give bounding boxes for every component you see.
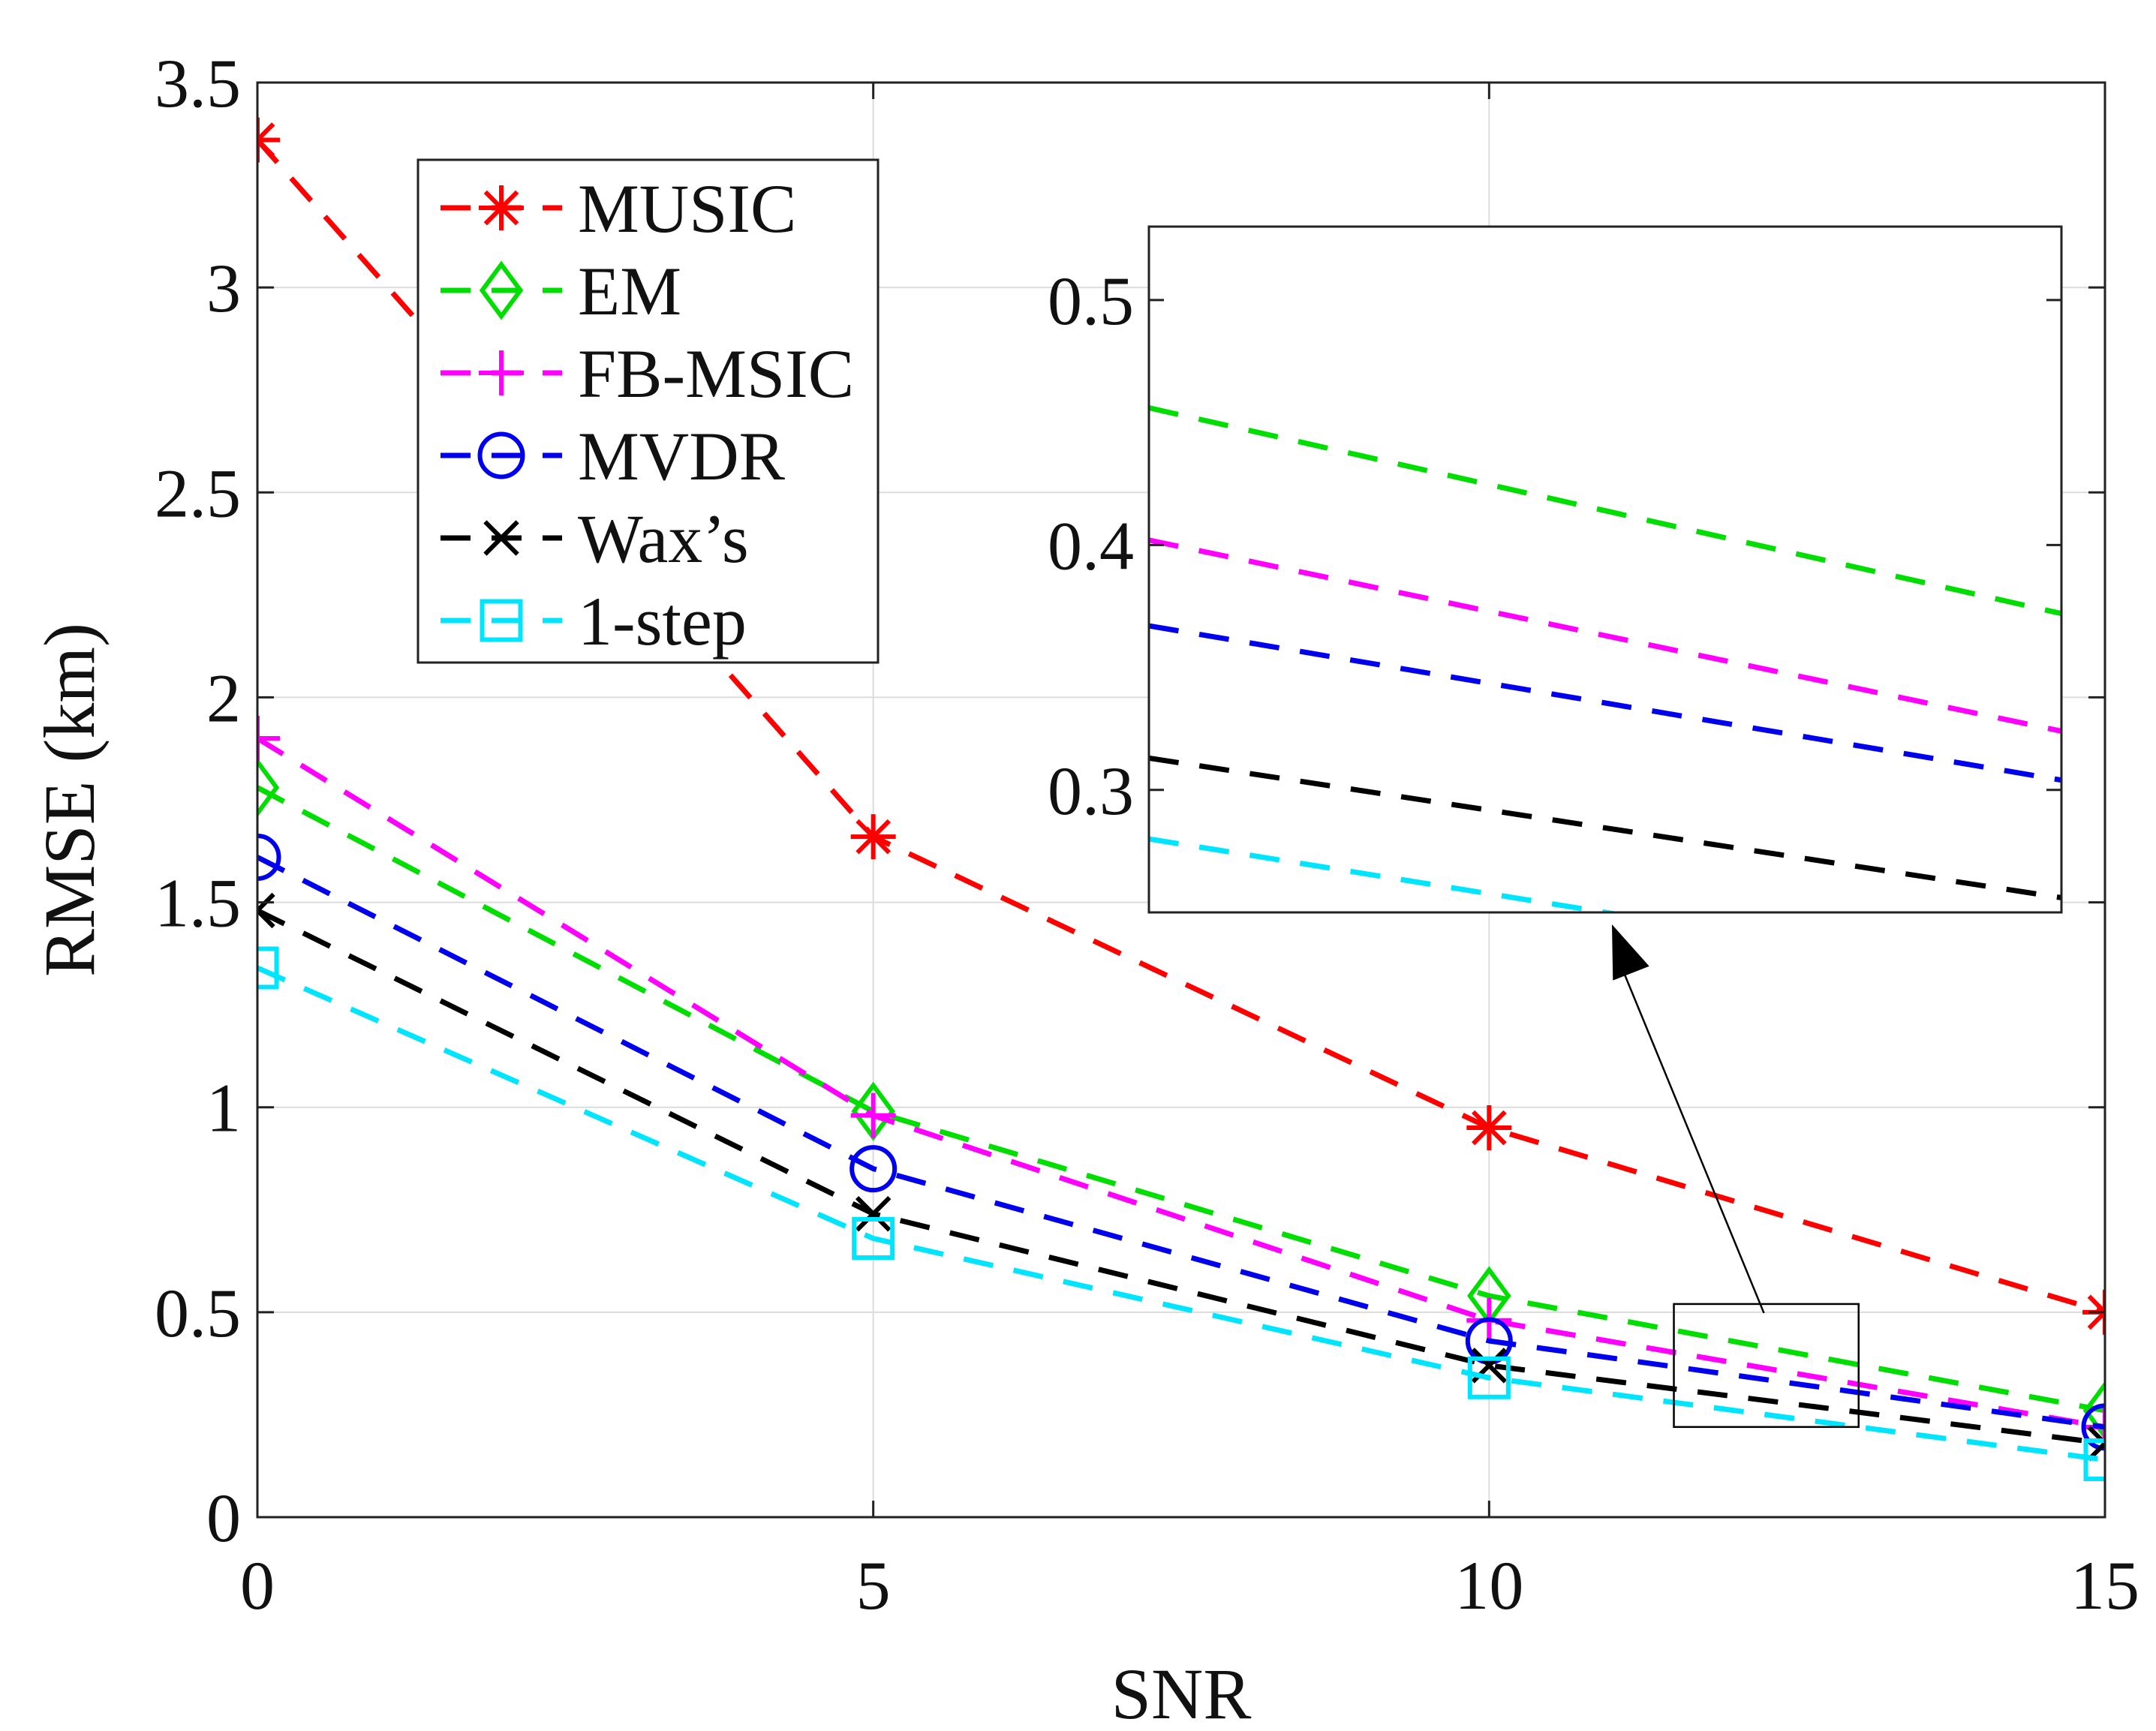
- cross-marker: [855, 1196, 892, 1232]
- asterisk-stroke: [2087, 1309, 2105, 1330]
- legend-entry: EM: [441, 253, 681, 329]
- inset-series-layer: [1149, 405, 2061, 912]
- asterisk-stroke: [483, 190, 519, 226]
- x-tick-label: 0: [240, 1547, 275, 1624]
- asterisk-marker: [1466, 1105, 1512, 1151]
- cross-stroke: [2087, 1425, 2105, 1447]
- legend-entry: MVDR: [441, 418, 786, 494]
- x-tick-label: 15: [2070, 1547, 2139, 1624]
- y-tick-label: 0: [206, 1480, 241, 1556]
- cross-marker: [2087, 1425, 2105, 1462]
- legend-entry: Wax’s: [441, 500, 749, 577]
- legend-entry: MUSIC: [441, 170, 796, 247]
- circle-marker: [849, 1145, 898, 1193]
- y-tick-label: 1: [206, 1070, 241, 1146]
- y-tick-label: 3: [206, 250, 241, 326]
- inset-axis-ticks: 0.3 0.4 0.5: [1048, 263, 2061, 829]
- inset-frame: [1147, 225, 2063, 914]
- cross-marker: [483, 520, 519, 556]
- asterisk-stroke: [257, 137, 275, 158]
- y-tick-label: 0.5: [155, 1275, 241, 1351]
- series-mvdr: [257, 833, 2105, 1451]
- x-axis-label: SNR: [1111, 1654, 1252, 1731]
- inset-y-tick-label: 0.5: [1048, 263, 1134, 339]
- inset-y-tick-label: 0.4: [1048, 507, 1134, 584]
- plus-marker: [479, 350, 524, 395]
- circle-marker: [2081, 1403, 2105, 1451]
- y-tick-label: 2: [206, 660, 241, 736]
- square-marker: [852, 1217, 895, 1261]
- zoom-arrow-line: [1616, 957, 1765, 1314]
- inset-series-line: [1149, 836, 1622, 912]
- diamond-marker: [257, 758, 280, 818]
- cross-stroke: [2087, 1440, 2105, 1462]
- circle-marker: [1465, 1317, 1513, 1365]
- asterisk-stroke: [257, 122, 275, 143]
- cross-marker: [257, 892, 275, 929]
- series-line: [257, 785, 2105, 1414]
- inset-zoom-plot: 0.3 0.4 0.5: [1048, 225, 2063, 914]
- plot-frame: [256, 81, 2106, 1519]
- asterisk-marker: [257, 117, 280, 163]
- legend-entry: FB-MSIC: [441, 335, 854, 412]
- legend-box: [416, 158, 880, 664]
- legend-label: MVDR: [578, 418, 786, 494]
- asterisk-stroke: [2087, 1294, 2105, 1316]
- square-marker: [257, 946, 279, 990]
- series-1-step: [257, 946, 2105, 1482]
- inset-background: [1149, 227, 2061, 912]
- cross-stroke: [257, 892, 275, 914]
- x-tick-label: 10: [1454, 1547, 1523, 1624]
- axis-ticks: 0 5 10 15 0 0.5 1 1.5 2 2.5 3 3.5: [155, 45, 2139, 1624]
- square-marker: [480, 599, 523, 642]
- legend-label: EM: [578, 253, 681, 329]
- zoom-region-box: [1673, 1303, 1860, 1429]
- y-axis-label: RMSE (km): [29, 623, 110, 977]
- inset-series-line: [1149, 755, 2061, 900]
- series-line: [257, 736, 2105, 1430]
- asterisk-marker: [850, 814, 896, 860]
- circle-marker: [477, 431, 525, 479]
- legend-label: FB-MSIC: [578, 335, 854, 412]
- plus-marker: [850, 1092, 896, 1138]
- cross-stroke: [855, 1196, 892, 1232]
- y-tick-label: 2.5: [155, 455, 241, 531]
- inset-series-line: [1149, 537, 2061, 734]
- x-tick-label: 5: [856, 1547, 891, 1624]
- diamond-marker: [2082, 1381, 2105, 1441]
- zoom-arrow-head: [1612, 924, 1649, 981]
- legend-label: Wax’s: [578, 500, 749, 577]
- plus-marker: [257, 716, 280, 762]
- legend-entry: 1-step: [441, 583, 747, 660]
- series-line: [257, 855, 2105, 1430]
- y-tick-label: 3.5: [155, 45, 241, 122]
- legend-label: 1-step: [578, 583, 747, 660]
- circle-marker: [257, 833, 281, 881]
- inset-series-line: [1149, 623, 2061, 783]
- diamond-marker: [479, 260, 524, 320]
- square-marker: [2083, 1438, 2105, 1482]
- inset-y-tick-label: 0.3: [1048, 753, 1134, 829]
- y-tick-label: 1.5: [155, 865, 241, 942]
- square-marker: [1467, 1356, 1511, 1399]
- asterisk-marker: [479, 185, 524, 230]
- cross-stroke: [257, 907, 275, 929]
- asterisk-stroke: [855, 819, 892, 855]
- asterisk-stroke: [1471, 1110, 1507, 1146]
- cross-stroke: [483, 520, 519, 556]
- legend-label: MUSIC: [578, 170, 796, 247]
- inset-series-line: [1149, 405, 2061, 617]
- series-line: [257, 965, 2105, 1462]
